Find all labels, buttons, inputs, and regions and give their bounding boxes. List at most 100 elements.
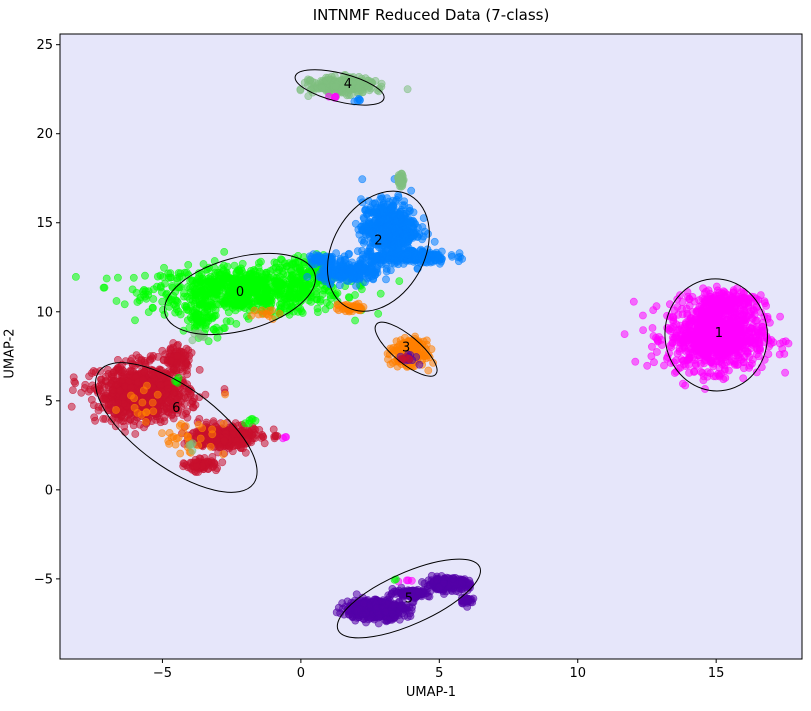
data-point-cluster-1 [776,312,784,321]
data-point-cluster-5 [352,590,361,599]
data-point-cluster-5 [435,583,443,592]
data-point-cluster-0 [201,279,210,288]
data-point-cluster-0 [102,274,111,283]
data-point-cluster-2 [369,199,377,208]
data-point-cluster-5 [372,603,381,612]
data-point-cluster-1 [745,361,754,370]
data-point-cluster-0 [141,271,149,280]
data-point-cluster-2 [382,267,391,276]
data-point-cluster-1 [629,297,638,306]
data-point-cluster-1 [699,284,707,293]
data-point-cluster-2 [334,273,343,282]
data-point-cluster-1 [678,304,686,313]
data-point-cluster-0 [215,300,224,309]
data-point-cluster-1 [673,349,682,358]
data-point-cluster-0 [114,273,122,282]
data-point-cluster-2 [371,270,379,279]
data-point-cluster-0 [297,293,306,302]
data-point-cluster-1 [639,326,647,334]
points-layer [67,71,793,628]
data-point-cluster-2 [336,255,345,263]
data-point-cluster-0 [313,308,322,316]
data-point-cluster-5 [381,607,390,616]
data-point-cluster-1 [723,335,732,343]
data-point-cluster-5 [388,601,397,609]
data-point-cluster-0 [112,297,121,305]
data-point-cluster-1 [707,358,716,367]
data-point-cluster-1 [780,349,789,358]
data-point-cluster-1 [680,360,688,369]
data-point-cluster-1 [776,339,784,348]
data-point-cluster-0 [236,301,245,310]
data-point-cluster-1 [736,310,744,318]
data-point-cluster-2 [420,227,429,236]
data-point-cluster-0 [294,307,302,316]
data-point-cluster-1 [669,317,678,326]
data-point-cluster-2 [428,250,437,259]
data-point-cluster-2 [397,218,406,227]
data-point-cluster-0 [307,297,315,306]
data-point-cluster-4 [324,73,333,82]
data-point-cluster-2 [370,207,379,216]
data-point-cluster-2 [385,197,393,206]
data-point-cluster-3 [424,366,433,375]
data-point-cluster-5 [388,609,397,618]
data-point-cluster-0 [376,289,385,298]
data-point-cluster-0 [168,282,176,290]
data-point-cluster-1 [653,335,662,344]
data-point-cluster-2 [359,213,368,222]
data-point-cluster-0 [99,283,108,292]
data-point-cluster-0 [159,305,167,314]
data-point-cluster-1 [729,286,738,295]
data-point-cluster-1 [740,352,749,361]
data-point-cluster-2 [408,231,417,240]
data-point-cluster-2 [352,281,360,290]
data-point-cluster-2 [321,277,330,286]
data-point-cluster-1 [730,360,739,369]
data-point-cluster-0 [351,316,359,325]
data-point-cluster-2 [365,244,374,253]
data-point-cluster-5 [415,588,423,596]
data-point-cluster-1 [781,368,789,377]
data-point-cluster-1 [747,337,756,345]
data-point-cluster-0 [395,277,404,285]
data-point-cluster-1 [698,328,706,337]
data-point-cluster-2 [411,253,419,262]
data-point-cluster-0 [176,282,185,291]
data-point-cluster-0 [131,316,139,325]
data-point-cluster-0 [296,278,304,286]
data-point-cluster-1 [648,324,657,332]
data-point-cluster-1 [747,298,755,307]
data-point-cluster-5 [418,578,426,586]
data-point-cluster-0 [326,294,335,303]
data-point-cluster-0 [232,319,241,328]
data-point-cluster-5 [433,576,441,584]
data-point-cluster-0 [201,308,209,317]
data-point-cluster-0 [190,318,199,327]
data-point-cluster-1 [692,307,701,316]
data-point-cluster-0 [173,274,181,283]
data-point-cluster-4 [403,85,412,94]
data-point-cluster-0 [211,306,220,315]
data-point-cluster-0 [149,295,158,303]
data-point-cluster-1 [676,325,684,334]
data-point-cluster-1 [685,354,693,363]
data-point-cluster-4 [354,83,363,92]
data-point-cluster-1 [690,330,699,339]
data-point-cluster-0 [184,260,193,269]
data-point-cluster-0 [220,247,229,256]
data-point-cluster-0 [277,255,285,264]
data-point-cluster-0 [209,325,218,334]
data-point-cluster-1 [681,381,690,390]
data-point-cluster-0 [164,273,173,282]
data-point-cluster-2 [447,251,456,259]
data-point-cluster-1 [747,328,756,337]
data-point-cluster-2 [354,264,362,273]
data-point-cluster-2 [390,216,399,225]
data-point-cluster-1 [693,342,702,350]
data-point-cluster-0 [256,257,265,266]
data-point-cluster-0 [249,288,258,296]
data-point-cluster-0 [316,297,324,306]
